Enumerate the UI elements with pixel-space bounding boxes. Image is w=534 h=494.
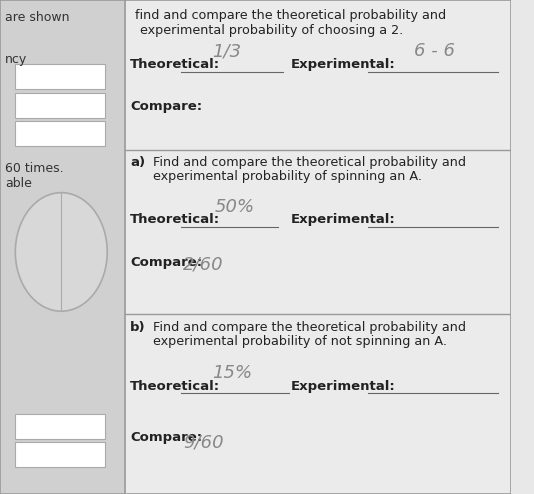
Text: Theoretical:: Theoretical: <box>130 213 221 226</box>
Text: Find and compare the theoretical probability and: Find and compare the theoretical probabi… <box>153 156 466 168</box>
Text: 6 - 6: 6 - 6 <box>414 42 454 60</box>
Bar <box>15 93 105 118</box>
Text: Compare:: Compare: <box>130 431 202 444</box>
Bar <box>15 121 105 146</box>
Text: Experimental:: Experimental: <box>291 58 396 71</box>
Text: experimental probability of not spinning an A.: experimental probability of not spinning… <box>153 335 447 348</box>
Text: able: able <box>5 177 32 190</box>
Text: Compare:: Compare: <box>130 100 202 113</box>
Text: Theoretical:: Theoretical: <box>130 58 221 71</box>
Ellipse shape <box>15 193 107 311</box>
Text: 2/60: 2/60 <box>183 255 223 273</box>
Text: Experimental:: Experimental: <box>291 213 396 226</box>
Text: find and compare the theoretical probability and: find and compare the theoretical probabi… <box>135 9 446 22</box>
Bar <box>15 64 105 89</box>
Bar <box>0 0 125 494</box>
Bar <box>15 442 105 467</box>
Text: Compare:: Compare: <box>130 256 202 269</box>
Text: 60 times.: 60 times. <box>5 163 64 175</box>
Text: are shown: are shown <box>5 11 69 24</box>
Text: 9/60: 9/60 <box>183 433 223 451</box>
Text: experimental probability of choosing a 2.: experimental probability of choosing a 2… <box>140 24 404 37</box>
Text: Experimental:: Experimental: <box>291 380 396 393</box>
Bar <box>125 0 511 494</box>
Text: Find and compare the theoretical probability and: Find and compare the theoretical probabi… <box>153 321 466 333</box>
Text: a): a) <box>130 156 145 168</box>
Text: 50%: 50% <box>215 199 255 216</box>
Text: Theoretical:: Theoretical: <box>130 380 221 393</box>
Text: 1/3: 1/3 <box>212 43 241 61</box>
Text: ncy: ncy <box>5 53 27 66</box>
Bar <box>15 414 105 439</box>
Text: experimental probability of spinning an A.: experimental probability of spinning an … <box>153 170 422 183</box>
Text: b): b) <box>130 321 146 333</box>
Text: 15%: 15% <box>212 364 252 382</box>
